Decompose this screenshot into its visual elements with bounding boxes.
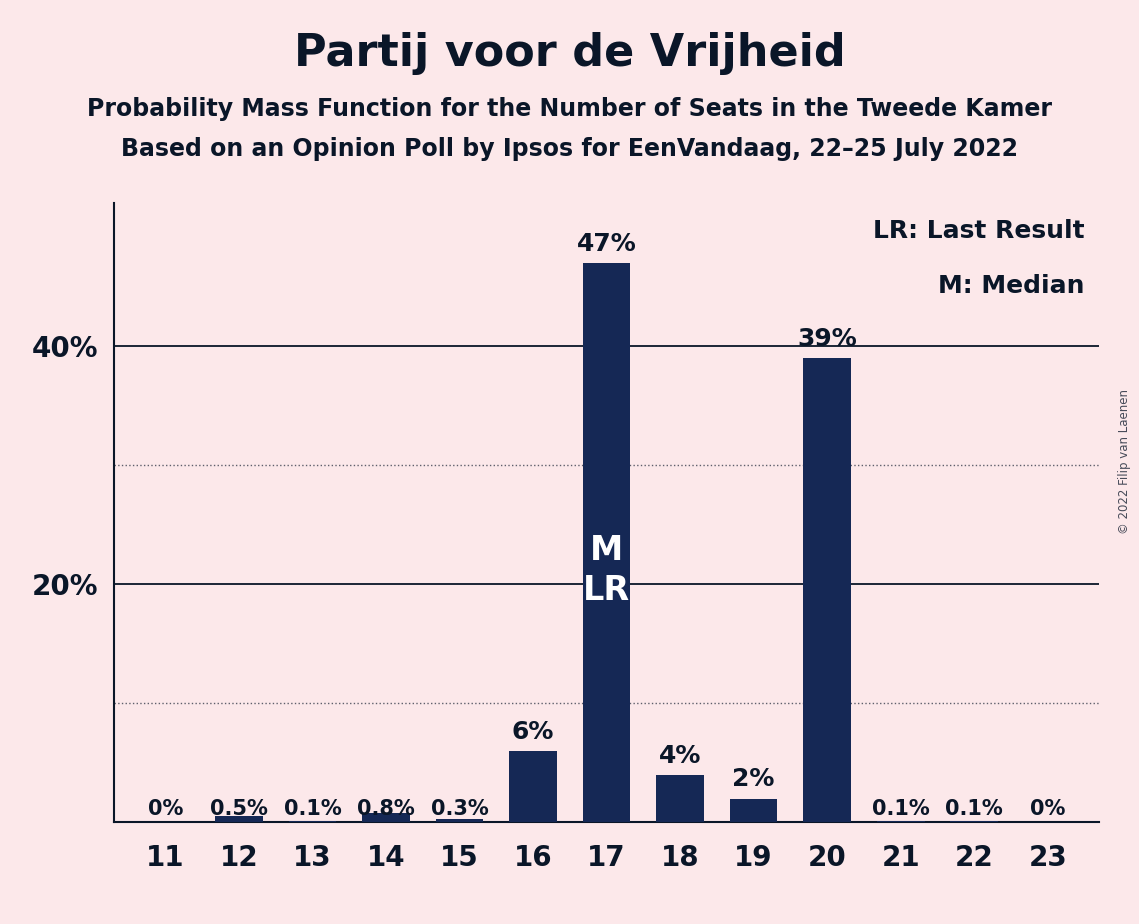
Text: 0.8%: 0.8%: [357, 798, 415, 819]
Text: 6%: 6%: [511, 720, 555, 744]
Text: LR: Last Result: LR: Last Result: [872, 219, 1084, 243]
Text: Based on an Opinion Poll by Ipsos for EenVandaag, 22–25 July 2022: Based on an Opinion Poll by Ipsos for Ee…: [121, 137, 1018, 161]
Bar: [288, 821, 336, 822]
Bar: [215, 817, 263, 822]
Text: 0.3%: 0.3%: [431, 798, 489, 819]
Text: M
LR: M LR: [583, 534, 630, 607]
Bar: [583, 262, 630, 822]
Bar: [656, 774, 704, 822]
Text: 0.1%: 0.1%: [871, 798, 929, 819]
Text: 0%: 0%: [1030, 798, 1065, 819]
Text: 2%: 2%: [732, 768, 775, 791]
Text: 39%: 39%: [797, 327, 857, 351]
Text: 0.1%: 0.1%: [945, 798, 1003, 819]
Bar: [877, 821, 925, 822]
Bar: [730, 798, 778, 822]
Text: Partij voor de Vrijheid: Partij voor de Vrijheid: [294, 32, 845, 76]
Bar: [362, 813, 410, 822]
Text: 4%: 4%: [658, 744, 702, 768]
Bar: [509, 751, 557, 822]
Text: M: Median: M: Median: [937, 274, 1084, 298]
Text: © 2022 Filip van Laenen: © 2022 Filip van Laenen: [1118, 390, 1131, 534]
Bar: [950, 821, 998, 822]
Bar: [803, 358, 851, 822]
Text: 0.5%: 0.5%: [210, 798, 268, 819]
Text: Probability Mass Function for the Number of Seats in the Tweede Kamer: Probability Mass Function for the Number…: [87, 97, 1052, 121]
Text: 47%: 47%: [576, 232, 637, 256]
Text: 0%: 0%: [148, 798, 183, 819]
Text: 0.1%: 0.1%: [284, 798, 342, 819]
Bar: [435, 819, 483, 822]
